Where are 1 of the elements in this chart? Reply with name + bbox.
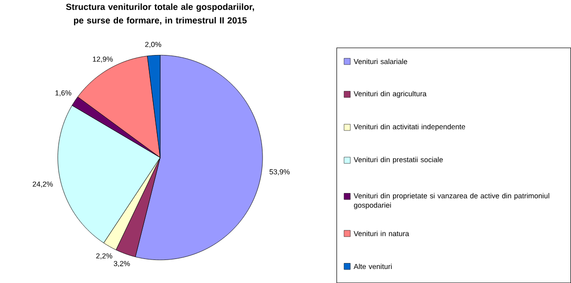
- chart-title: Structura veniturilor totale ale gospodariilor, pe surse de formare, in trimestrul II 2015: [66, 3, 254, 26]
